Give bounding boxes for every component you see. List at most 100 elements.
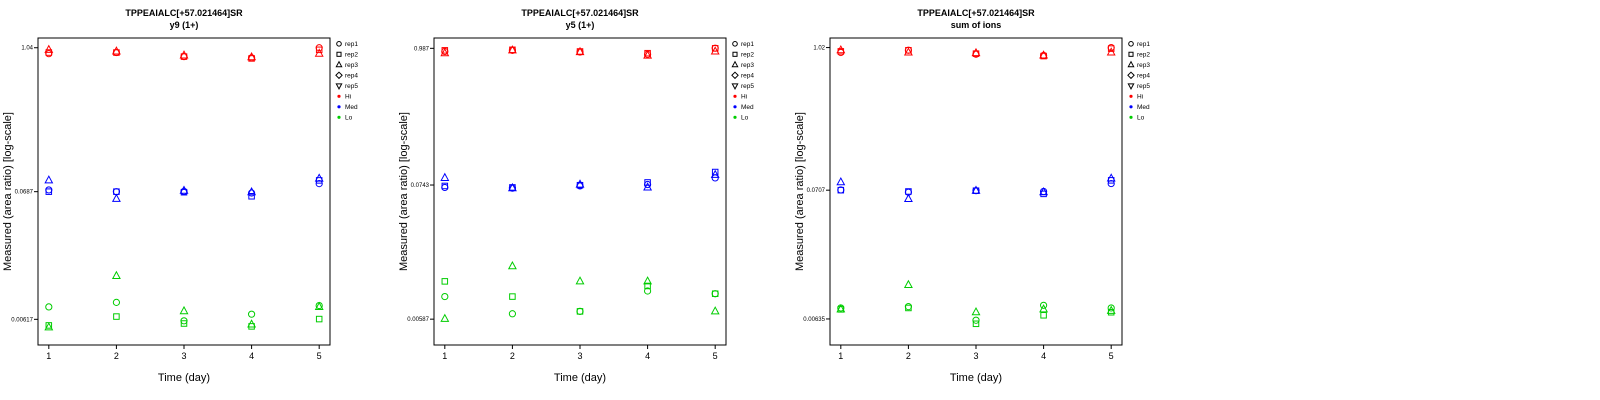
data-point bbox=[440, 172, 450, 181]
data-point bbox=[903, 279, 913, 288]
data-point bbox=[643, 50, 653, 59]
data-point bbox=[836, 45, 846, 54]
legend-rep-symbol bbox=[1127, 60, 1135, 68]
legend-level-symbol bbox=[337, 115, 341, 119]
data-point bbox=[1106, 305, 1116, 314]
chart-title: TPPEAIALC[+57.021464]SR bbox=[521, 8, 639, 18]
x-tick-label: 3 bbox=[577, 351, 582, 361]
y-tick-label: 1.04 bbox=[21, 46, 33, 52]
data-point bbox=[111, 193, 121, 202]
x-tick-label: 4 bbox=[249, 351, 254, 361]
plot-box bbox=[433, 37, 727, 346]
legend-rep-symbol bbox=[732, 51, 738, 57]
data-point bbox=[509, 293, 516, 300]
chart-panel-sum-of-ions: TPPEAIALC[+57.021464]SR sum of ions 1 2 3 4 5 1… bbox=[792, 0, 1188, 400]
chart-sum-of-ions-plot: TPPEAIALC[+57.021464]SR sum of ions 1 2 3 4 5 1… bbox=[794, 8, 1150, 384]
legend-rep-label: rep4 bbox=[345, 73, 358, 80]
data-point bbox=[507, 45, 517, 54]
y-axis-label: Measured (area ratio) [log-scale] bbox=[794, 112, 806, 271]
chart-panel-y5: TPPEAIALC[+57.021464]SR y5 (1+) 1 2 3 4 5 0.987… bbox=[396, 0, 792, 400]
x-tick-label: 2 bbox=[510, 351, 515, 361]
data-point bbox=[507, 260, 517, 270]
legend-level-symbol bbox=[1129, 105, 1133, 109]
data-point bbox=[711, 290, 719, 297]
data-point bbox=[247, 319, 257, 328]
data-point bbox=[1107, 304, 1115, 312]
legend-rep-label: rep1 bbox=[1137, 41, 1150, 48]
data-point bbox=[113, 313, 120, 320]
data-point bbox=[644, 179, 651, 186]
data-point bbox=[314, 173, 324, 182]
data-point bbox=[1107, 45, 1115, 52]
chart-panel-y9: TPPEAIALC[+57.021464]SR y9 (1+) 1 2 3 4 5 1.04 0… bbox=[0, 0, 396, 400]
legend-rep-label: rep4 bbox=[1137, 73, 1150, 80]
chart-y5-plot: TPPEAIALC[+57.021464]SR y5 (1+) 1 2 3 4 5 0.987… bbox=[398, 8, 754, 384]
chart-y9-plot: TPPEAIALC[+57.021464]SR y9 (1+) 1 2 3 4 5 1.04 0… bbox=[2, 8, 358, 384]
x-axis-label: Time (day) bbox=[158, 372, 210, 384]
data-point bbox=[1039, 304, 1049, 313]
data-point bbox=[44, 175, 54, 184]
data-point bbox=[1039, 301, 1048, 309]
legend-level-label: Med bbox=[345, 104, 358, 111]
legend-rep-label: rep3 bbox=[1137, 62, 1150, 69]
chart-title: TPPEAIALC[+57.021464]SR bbox=[125, 8, 243, 18]
data-point bbox=[44, 322, 54, 331]
x-tick-label: 1 bbox=[442, 351, 447, 361]
data-point bbox=[711, 290, 719, 298]
y-axis-label: Measured (area ratio) [log-scale] bbox=[2, 112, 14, 271]
legend-level-symbol bbox=[337, 105, 341, 109]
legend-level-symbol bbox=[1129, 115, 1133, 119]
legend-rep-symbol bbox=[731, 83, 739, 90]
legend-rep-symbol bbox=[1128, 41, 1134, 47]
legend-level-label: Lo bbox=[741, 115, 749, 122]
y-tick-label: 0.0687 bbox=[15, 190, 34, 196]
legend-level-symbol bbox=[733, 105, 737, 109]
data-point bbox=[971, 185, 981, 194]
y-tick-label: 1.02 bbox=[813, 46, 825, 52]
data-point bbox=[247, 186, 257, 196]
data-point bbox=[710, 306, 720, 315]
data-point bbox=[643, 182, 653, 191]
data-point bbox=[314, 48, 324, 57]
data-point bbox=[179, 50, 189, 59]
y-tick-label: 0.0707 bbox=[807, 188, 826, 194]
legend-level-label: Lo bbox=[345, 115, 353, 122]
y-tick-label: 0.00587 bbox=[407, 317, 429, 323]
chart-subtitle: y5 (1+) bbox=[566, 20, 595, 30]
x-tick-label: 1 bbox=[46, 351, 51, 361]
data-point bbox=[111, 270, 121, 279]
legend-rep-label: rep1 bbox=[741, 41, 754, 48]
data-point bbox=[180, 320, 188, 327]
data-point bbox=[111, 46, 121, 55]
legend-level-symbol bbox=[733, 115, 737, 119]
legend-rep-symbol bbox=[1128, 51, 1134, 57]
legend-rep-label: rep3 bbox=[345, 62, 358, 69]
data-point bbox=[314, 301, 324, 310]
legend-level-symbol bbox=[733, 94, 737, 98]
data-point bbox=[1039, 187, 1049, 196]
data-point bbox=[903, 193, 913, 202]
data-point bbox=[247, 51, 257, 61]
x-axis-label: Time (day) bbox=[950, 372, 1002, 384]
data-point bbox=[179, 305, 189, 315]
data-point bbox=[45, 186, 53, 194]
data-point bbox=[44, 44, 54, 53]
legend-rep-label: rep3 bbox=[741, 62, 754, 69]
x-tick-label: 3 bbox=[181, 351, 186, 361]
data-point bbox=[112, 298, 121, 306]
data-point bbox=[837, 186, 845, 194]
data-point bbox=[1106, 173, 1116, 182]
data-point bbox=[440, 47, 450, 57]
data-point bbox=[315, 46, 323, 54]
legend-level-symbol bbox=[337, 94, 341, 98]
legend-rep-symbol bbox=[1127, 83, 1135, 90]
x-tick-label: 2 bbox=[906, 351, 911, 361]
data-point bbox=[711, 45, 719, 52]
legend-rep-symbol bbox=[335, 60, 343, 68]
legend-rep-label: rep2 bbox=[1137, 52, 1150, 59]
x-tick-label: 5 bbox=[713, 351, 718, 361]
x-tick-label: 5 bbox=[317, 351, 322, 361]
x-axis-label: Time (day) bbox=[554, 372, 606, 384]
data-point bbox=[575, 46, 585, 56]
